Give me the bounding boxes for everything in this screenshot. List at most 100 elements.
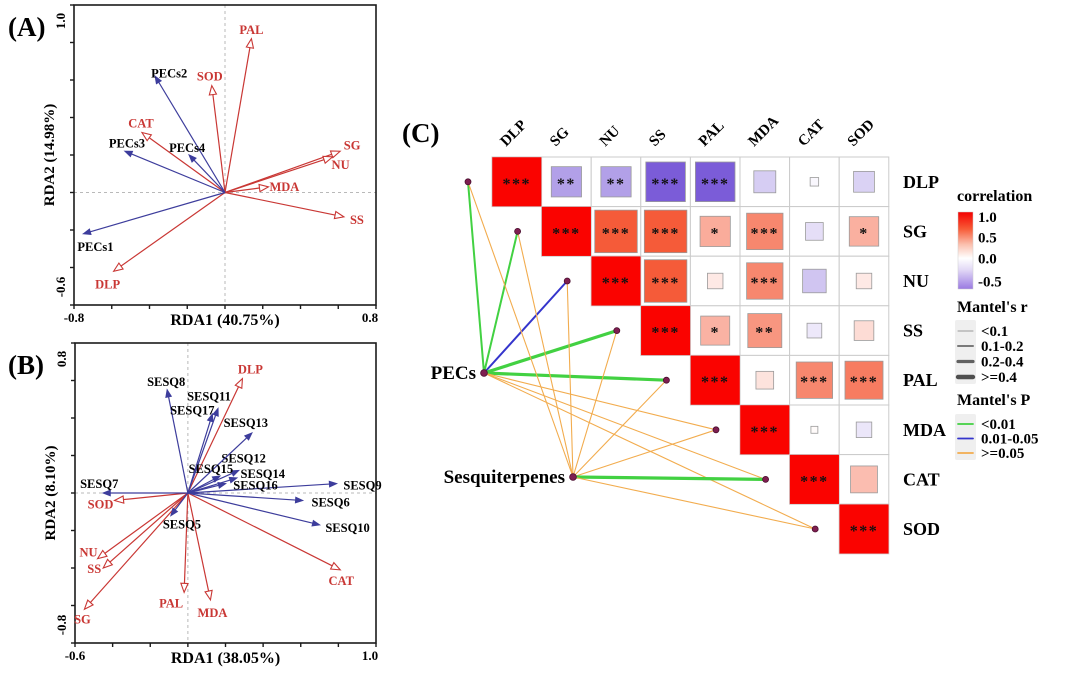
row-label-sod: SOD [903,519,940,539]
panel-a-arrow-mda: MDA [224,180,299,194]
cell-pal-mda [755,370,775,390]
diag-cell-nu: *** [591,256,641,306]
arrow-label: SS [87,562,101,576]
corr-square [695,161,736,202]
significance-stars: ** [607,176,626,193]
edge-pecs-nu [483,280,569,374]
corr-square [795,361,834,399]
filled-arrowhead [217,482,227,489]
x-tick-label-min: -0.8 [64,310,85,325]
corr-square [645,161,686,202]
arrow-label: SG [344,138,361,152]
edge-pecs-sod [483,372,816,530]
corr-square [853,170,875,193]
filled-arrowhead [228,476,239,484]
col-label-cat: CAT [795,117,828,150]
matrix-node-pal [663,376,670,384]
matrix-node-cat [762,475,769,483]
corr-square [643,209,688,254]
panel-a: -0.8 0.8 1.0 -0.6 RDA1 (40.75%) RDA2 (14.98%)… [8,4,379,329]
cell-nu-ss: *** [643,259,688,303]
corr-square [643,259,688,303]
mantel-p-label-0: <0.01 [981,417,1016,433]
panel-b-arrow-mda: MDA [187,492,228,620]
cell-sg-sod: * [848,216,880,247]
correlation-colorbar [957,211,974,290]
cell-ss-cat [806,322,823,339]
legend-mantel-r-title: Mantel's r [957,299,1028,316]
significance-stars: *** [751,225,780,242]
filled-arrowhead [81,228,92,235]
significance-stars: *** [701,176,730,193]
cell-sg-pal: * [699,215,731,247]
mantel-p-label-2: >=0.05 [981,446,1024,462]
row-label-cat: CAT [903,469,940,489]
panel-a-arrow-pecs1: PECs1 [77,191,226,254]
mantel-network: PECs Sesquiterpenes [431,178,819,533]
y-axis-title: RDA2 (14.98%) [42,104,58,207]
corr-square [746,212,784,251]
correlation-matrix: ************************** ** *** ****** ***… [491,156,890,555]
significance-stars: *** [751,275,780,292]
matrix-node-mda [712,426,720,434]
edge-pecs-sg [483,230,519,374]
corr-square [839,504,889,554]
arrow-label: PECs2 [151,66,187,80]
diag-cell-ss: *** [641,306,691,356]
panel-label-a: (A) [8,12,45,42]
panel-b-arrow-sesq7: SESQ7 [80,477,188,497]
source-node-sesquiterpenes [569,473,577,481]
open-arrowhead [180,582,189,594]
arrow-label: SG [74,612,91,626]
matrix-node-sg [514,227,521,235]
significance-stars: *** [800,374,829,391]
open-arrowhead [245,37,255,49]
arrow-shaft [120,192,226,267]
corr-square [541,206,591,256]
significance-stars: *** [850,374,879,391]
corr-square [591,256,641,306]
col-label-ss: SS [646,127,669,150]
arrow-label: PECs1 [77,240,113,254]
arrow-label: PAL [239,23,263,37]
filled-arrowhead [188,153,197,163]
corr-square [550,166,582,198]
legend-mantel-p-title: Mantel's P [957,392,1031,409]
corr-square [855,421,873,438]
significance-stars: ** [755,325,774,342]
arrow-shaft [187,492,313,524]
arrow-label: SESQ7 [80,477,118,491]
source-node-label-sesquiterpenes: Sesquiterpenes [444,467,565,488]
cell-dlp-mda [753,170,777,194]
arrow-label: MDA [198,606,228,620]
cell-ss-mda: ** [747,313,783,349]
arrow-label: CAT [329,574,355,588]
filled-arrowhead [211,475,222,483]
panel-a-arrow-pecs2: PECs2 [151,66,226,193]
corr-square [746,262,784,300]
open-arrowhead [329,150,342,159]
edge-sesquiterpenes-sod [572,476,816,530]
open-arrowhead [140,131,153,142]
filled-arrowhead [206,412,214,423]
cell-dlp-sg: ** [550,166,582,198]
cell-sg-mda: *** [746,212,784,251]
edge-sesquiterpenes-dlp [467,181,574,478]
arrow-label: SESQ13 [224,416,268,430]
col-label-pal: PAL [696,118,728,150]
cell-dlp-sod [853,170,875,193]
panel-b-arrow-sesq5: SESQ5 [163,492,201,532]
arrow-label: SESQ10 [325,521,369,535]
edge-pecs-cat [483,372,767,480]
cell-nu-pal [707,272,724,290]
arrow-shaft [123,492,188,501]
row-label-nu: NU [903,271,929,291]
edge-pecs-dlp [467,180,485,374]
arrow-label: DLP [95,277,120,291]
significance-stars: *** [651,225,680,242]
corr-square [805,222,824,241]
open-arrowhead [258,183,270,193]
corr-square [802,268,827,294]
arrow-shaft [187,420,211,494]
panel-b-arrow-cat: CAT [187,492,355,588]
